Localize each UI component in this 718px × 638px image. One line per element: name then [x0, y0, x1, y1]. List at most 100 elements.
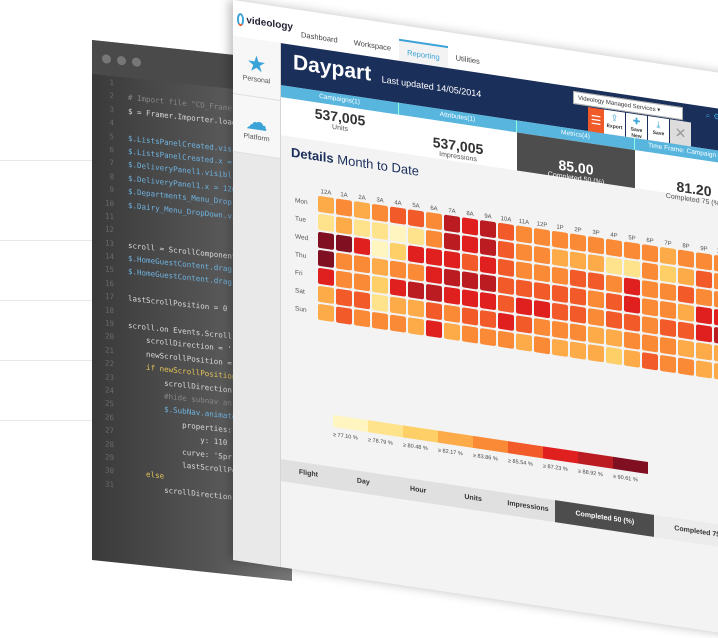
column-header[interactable]: Impressions: [507, 500, 549, 514]
heatmap-cell[interactable]: [408, 245, 424, 264]
heatmap-cell[interactable]: [660, 354, 676, 374]
heatmap-cell[interactable]: [642, 298, 658, 317]
heatmap-cell[interactable]: [390, 296, 406, 315]
heatmap-cell[interactable]: [426, 265, 442, 285]
heatmap-cell[interactable]: [408, 317, 424, 336]
heatmap-cell[interactable]: [696, 306, 712, 325]
heatmap-cell[interactable]: [318, 195, 334, 215]
heatmap-cell[interactable]: [354, 255, 370, 274]
heatmap-cell[interactable]: [552, 266, 568, 286]
heatmap-cell[interactable]: [696, 324, 712, 343]
heatmap-cell[interactable]: [426, 283, 442, 303]
save-new-button[interactable]: ✚ Save New: [626, 112, 647, 140]
window-dot[interactable]: [102, 53, 111, 64]
heatmap-cell[interactable]: [516, 225, 532, 244]
sidebar-item-personal[interactable]: ★ Personal: [233, 36, 280, 102]
heatmap-cell[interactable]: [696, 270, 712, 289]
heatmap-cell[interactable]: [552, 338, 568, 358]
heatmap-cell[interactable]: [552, 302, 568, 322]
heatmap-cell[interactable]: [696, 360, 712, 379]
heatmap-cell[interactable]: [372, 293, 388, 313]
heatmap-cell[interactable]: [462, 307, 478, 326]
heatmap-cell[interactable]: [516, 315, 532, 334]
heatmap-cell[interactable]: [462, 325, 478, 344]
save-button[interactable]: ⤓ Save: [648, 116, 669, 144]
heatmap-cell[interactable]: [714, 254, 718, 274]
heatmap-cell[interactable]: [372, 203, 388, 223]
heatmap-cell[interactable]: [516, 333, 532, 352]
heatmap-cell[interactable]: [714, 362, 718, 382]
heatmap-cell[interactable]: [336, 216, 352, 235]
heatmap-cell[interactable]: [318, 213, 334, 233]
heatmap-cell[interactable]: [390, 278, 406, 297]
heatmap-cell[interactable]: [642, 244, 658, 263]
heatmap-cell[interactable]: [390, 242, 406, 261]
heatmap-cell[interactable]: [570, 251, 586, 270]
heatmap-cell[interactable]: [516, 261, 532, 280]
heatmap-cell[interactable]: [354, 201, 370, 220]
heatmap-cell[interactable]: [534, 335, 550, 355]
heatmap-cell[interactable]: [462, 289, 478, 308]
heatmap-cell[interactable]: [660, 300, 676, 320]
heatmap-cell[interactable]: [588, 344, 604, 363]
heatmap-cell[interactable]: [372, 239, 388, 259]
heatmap-cell[interactable]: [552, 230, 568, 250]
heatmap-cell[interactable]: [426, 229, 442, 249]
heatmap-cell[interactable]: [408, 263, 424, 282]
heatmap-cell[interactable]: [678, 267, 694, 286]
heatmap-cell[interactable]: [624, 313, 640, 332]
heatmap-cell[interactable]: [498, 312, 514, 331]
heatmap-cell[interactable]: [714, 308, 718, 328]
heatmap-cell[interactable]: [498, 222, 514, 241]
column-header[interactable]: Hour: [410, 485, 427, 495]
heatmap-cell[interactable]: [354, 309, 370, 328]
heatmap-cell[interactable]: [498, 240, 514, 259]
heatmap-cell[interactable]: [408, 209, 424, 228]
heatmap-cell[interactable]: [516, 297, 532, 316]
window-dot[interactable]: [132, 56, 141, 67]
menu-button[interactable]: ☰: [588, 107, 604, 134]
heatmap-cell[interactable]: [354, 291, 370, 310]
column-header[interactable]: Completed 75 (%): [654, 514, 718, 552]
heatmap-cell[interactable]: [444, 250, 460, 269]
heatmap-cell[interactable]: [660, 282, 676, 302]
heatmap-cell[interactable]: [444, 268, 460, 287]
heatmap-cell[interactable]: [480, 219, 496, 239]
heatmap-cell[interactable]: [588, 308, 604, 327]
heatmap-cell[interactable]: [642, 280, 658, 299]
heatmap-cell[interactable]: [606, 346, 622, 366]
heatmap-cell[interactable]: [318, 267, 334, 287]
heatmap-cell[interactable]: [570, 305, 586, 324]
export-button[interactable]: ⇪ Export: [604, 109, 625, 137]
heatmap-cell[interactable]: [480, 237, 496, 257]
heatmap-cell[interactable]: [606, 328, 622, 348]
heatmap-cell[interactable]: [318, 231, 334, 251]
heatmap-cell[interactable]: [354, 237, 370, 256]
search-icon[interactable]: ⌕: [705, 110, 711, 121]
heatmap-cell[interactable]: [390, 314, 406, 333]
heatmap-cell[interactable]: [444, 322, 460, 341]
heatmap-cell[interactable]: [588, 290, 604, 309]
heatmap-cell[interactable]: [336, 306, 352, 325]
heatmap-cell[interactable]: [318, 303, 334, 323]
heatmap-cell[interactable]: [678, 303, 694, 322]
heatmap-cell[interactable]: [390, 206, 406, 225]
heatmap-cell[interactable]: [336, 252, 352, 271]
heatmap-cell[interactable]: [516, 279, 532, 298]
heatmap-cell[interactable]: [678, 321, 694, 340]
heatmap-cell[interactable]: [498, 294, 514, 313]
heatmap-cell[interactable]: [606, 274, 622, 294]
heatmap-cell[interactable]: [444, 304, 460, 323]
heatmap-cell[interactable]: [696, 288, 712, 307]
heatmap-cell[interactable]: [642, 316, 658, 335]
heatmap-cell[interactable]: [462, 253, 478, 272]
heatmap-cell[interactable]: [336, 198, 352, 217]
heatmap-cell[interactable]: [390, 224, 406, 243]
heatmap-cell[interactable]: [660, 336, 676, 356]
column-header[interactable]: Units: [464, 493, 482, 504]
column-header[interactable]: Day: [356, 477, 370, 487]
heatmap-cell[interactable]: [570, 287, 586, 306]
heatmap-cell[interactable]: [570, 233, 586, 252]
heatmap-cell[interactable]: [624, 349, 640, 368]
heatmap-cell[interactable]: [678, 285, 694, 304]
